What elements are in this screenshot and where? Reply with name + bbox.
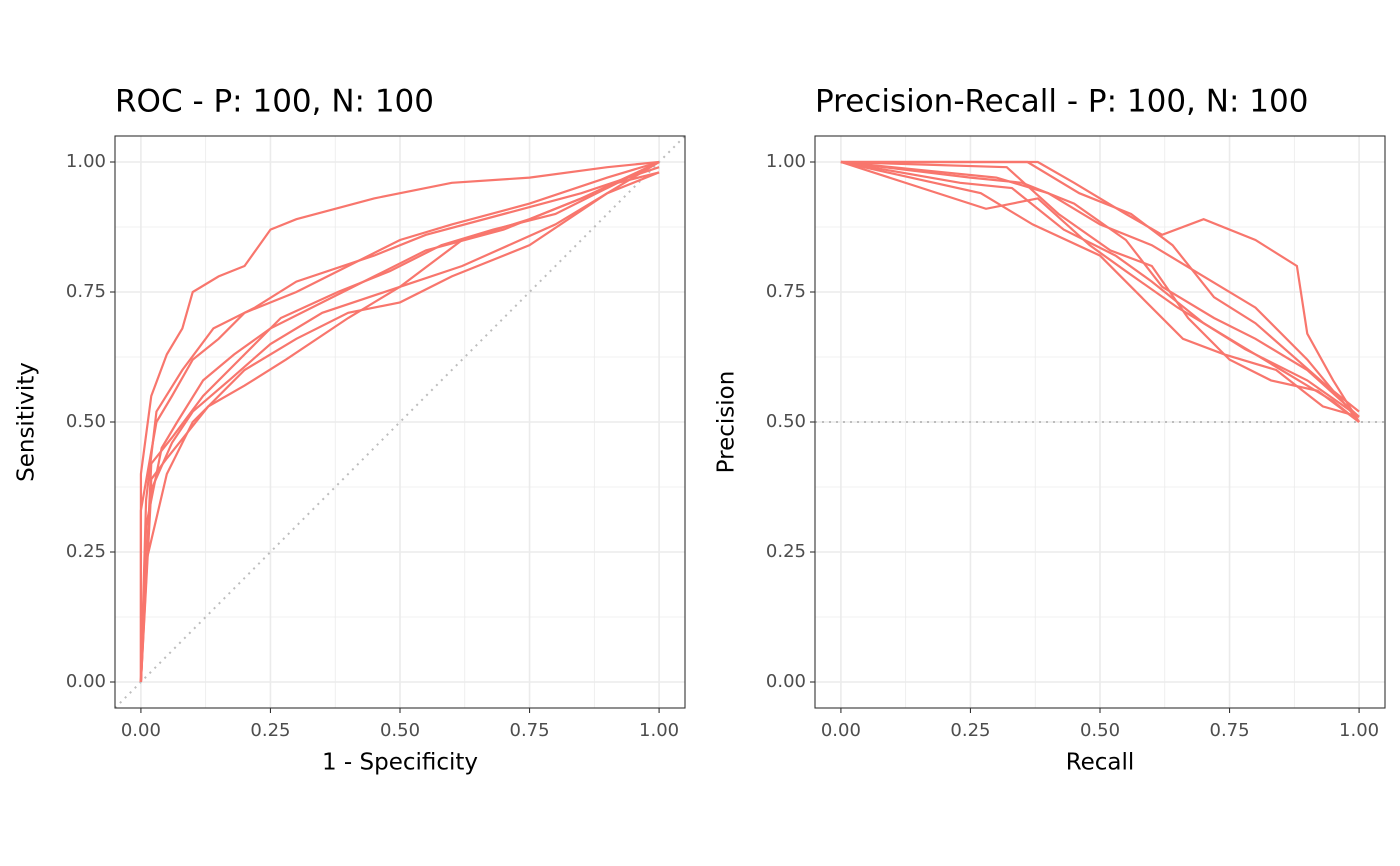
x-tick-label: 0.75 [1210, 720, 1250, 741]
y-axis-label: Precision [714, 371, 740, 474]
curve [840, 160, 1360, 423]
y-tick-label: 1.00 [766, 151, 806, 172]
x-tick-label: 0.25 [250, 720, 290, 741]
curve [139, 166, 660, 683]
x-tick-label: 1.00 [639, 720, 679, 741]
x-tick-label: 0.50 [380, 720, 420, 741]
panel-border [114, 135, 686, 709]
x-axis-label: 1 - Specificity [322, 750, 478, 776]
y-tick-label: 0.00 [766, 671, 806, 692]
curve [840, 160, 1360, 418]
reference-line [115, 136, 685, 708]
curve [139, 161, 660, 683]
y-axis-label: Sensitivity [14, 362, 40, 482]
curve [840, 160, 1360, 418]
curve [139, 160, 660, 682]
y-tick-label: 0.75 [66, 281, 106, 302]
x-tick-label: 0.75 [510, 720, 550, 741]
curve [139, 171, 660, 683]
curve [139, 160, 660, 682]
x-axis-label: Recall [1066, 750, 1135, 776]
curve [139, 161, 660, 683]
x-tick-label: 0.00 [121, 720, 161, 741]
y-tick-label: 0.75 [766, 281, 806, 302]
curve [840, 160, 1360, 423]
x-tick-label: 0.00 [821, 720, 861, 741]
y-tick-label: 0.00 [66, 671, 106, 692]
x-tick-label: 0.50 [1080, 720, 1120, 741]
y-tick-label: 0.50 [766, 411, 806, 432]
curve [840, 160, 1360, 413]
curve [139, 171, 660, 683]
panel-border [814, 135, 1386, 709]
curve [840, 160, 1360, 423]
y-tick-label: 0.25 [766, 541, 806, 562]
chart-title: Precision-Recall - P: 100, N: 100 [815, 84, 1308, 120]
y-tick-label: 0.50 [66, 411, 106, 432]
y-tick-label: 1.00 [66, 151, 106, 172]
x-tick-label: 0.25 [950, 720, 990, 741]
chart-title: ROC - P: 100, N: 100 [115, 84, 434, 120]
x-tick-label: 1.00 [1339, 720, 1379, 741]
y-tick-label: 0.25 [66, 541, 106, 562]
curve [840, 160, 1361, 423]
